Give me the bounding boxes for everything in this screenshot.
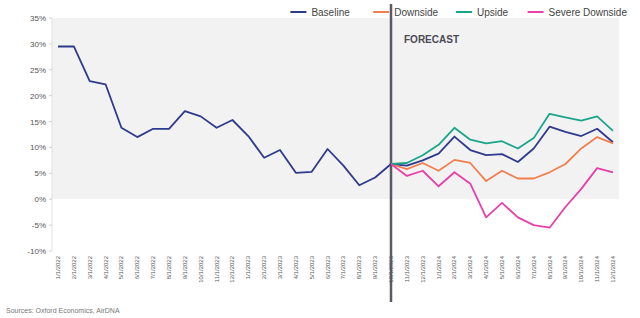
x-tick-label: 1/1/2024 [436, 255, 442, 279]
y-tick-label: 35% [30, 14, 46, 23]
legend: Baseline Downside Upside Severe Downside [290, 7, 627, 18]
y-axis-line [52, 18, 53, 251]
y-tick-label: -10% [27, 247, 46, 256]
y-tick [49, 69, 52, 70]
legend-swatch [373, 11, 389, 13]
x-tick-label: 1/1/2023 [245, 255, 251, 279]
page: {"chart_data": { "type": "line", "catego… [0, 0, 640, 318]
x-tick-label: 7/1/2022 [150, 255, 156, 279]
y-tick [49, 199, 52, 200]
y-tick [49, 251, 52, 252]
plot-background [52, 18, 619, 199]
x-tick-label: 1/1/2022 [55, 255, 61, 279]
y-tick-label: 15% [30, 118, 46, 127]
x-tick-label: 9/1/2023 [372, 255, 378, 279]
chart: -10% -5% 0% 5% 10% 15% 20% 25% 30% 35% 1/1/2022 2/1… [0, 0, 640, 318]
legend-swatch [528, 11, 544, 13]
x-tick-label: 7/1/2024 [531, 255, 537, 279]
x-tick-label: 5/1/2023 [309, 255, 315, 279]
x-tick-label: 3/1/2023 [277, 255, 283, 279]
series-group [58, 46, 613, 227]
x-tick-label: 3/1/2024 [467, 255, 473, 279]
y-tick [49, 95, 52, 96]
legend-label: Severe Downside [549, 7, 628, 18]
x-tick-label: 12/1/2024 [610, 255, 616, 282]
x-tick-label: 9/1/2022 [182, 255, 188, 279]
y-tick [49, 173, 52, 174]
x-tick-label: 12/1/2023 [420, 255, 426, 282]
x-tick-label: 5/1/2022 [118, 255, 124, 279]
x-tick-label: 6/1/2024 [515, 255, 521, 279]
series-line [391, 114, 613, 164]
x-tick-label: 4/1/2022 [103, 255, 109, 279]
x-tick-label: 6/1/2023 [325, 255, 331, 279]
x-tick-label: 7/1/2023 [340, 255, 346, 279]
x-tick-label: 5/1/2024 [499, 255, 505, 279]
series-line [58, 46, 613, 185]
x-tick-label: 9/1/2024 [562, 255, 568, 279]
y-tick-label: 0% [34, 195, 46, 204]
y-tick-label: 25% [30, 66, 46, 75]
x-tick-label: 11/1/2024 [594, 255, 600, 282]
x-tick-label: 8/1/2023 [356, 255, 362, 279]
legend-swatch [290, 11, 306, 13]
forecast-line [390, 4, 393, 302]
series-line [391, 137, 613, 181]
x-tick-label: 4/1/2024 [483, 255, 489, 279]
y-tick-label: -5% [32, 221, 46, 230]
y-tick-label: 5% [34, 169, 46, 178]
x-tick-label: 2/1/2023 [261, 255, 267, 279]
x-tick-label: 6/1/2022 [134, 255, 140, 279]
y-tick [49, 18, 52, 19]
y-tick-label: 20% [30, 92, 46, 101]
legend-label: Downside [394, 7, 438, 18]
y-tick-label: 10% [30, 143, 46, 152]
y-tick [49, 225, 52, 226]
legend-label: Baseline [311, 7, 350, 18]
x-tick-label: 11/1/2023 [404, 255, 410, 282]
legend-swatch [456, 11, 472, 13]
x-tick-label: 2/1/2022 [71, 255, 77, 279]
legend-label: Upside [477, 7, 509, 18]
x-tick-label: 10/1/2022 [198, 255, 204, 282]
y-tick [49, 43, 52, 44]
y-tick-label: 30% [30, 40, 46, 49]
y-tick [49, 121, 52, 122]
x-tick-label: 10/1/2024 [578, 255, 584, 282]
x-tick-label: 4/1/2023 [293, 255, 299, 279]
source: Sources: Oxford Economics, AirDNA [6, 307, 120, 314]
y-tick [49, 147, 52, 148]
x-tick-label: 8/1/2022 [166, 255, 172, 279]
x-tick-label: 11/1/2022 [214, 255, 220, 282]
x-tick-label: 8/1/2024 [547, 255, 553, 279]
x-tick-label: 3/1/2022 [87, 255, 93, 279]
series-line [391, 164, 613, 228]
x-tick-label: 2/1/2024 [451, 255, 457, 279]
annotation: FORECAST [404, 34, 459, 45]
x-tick-label: 12/1/2022 [229, 255, 235, 282]
